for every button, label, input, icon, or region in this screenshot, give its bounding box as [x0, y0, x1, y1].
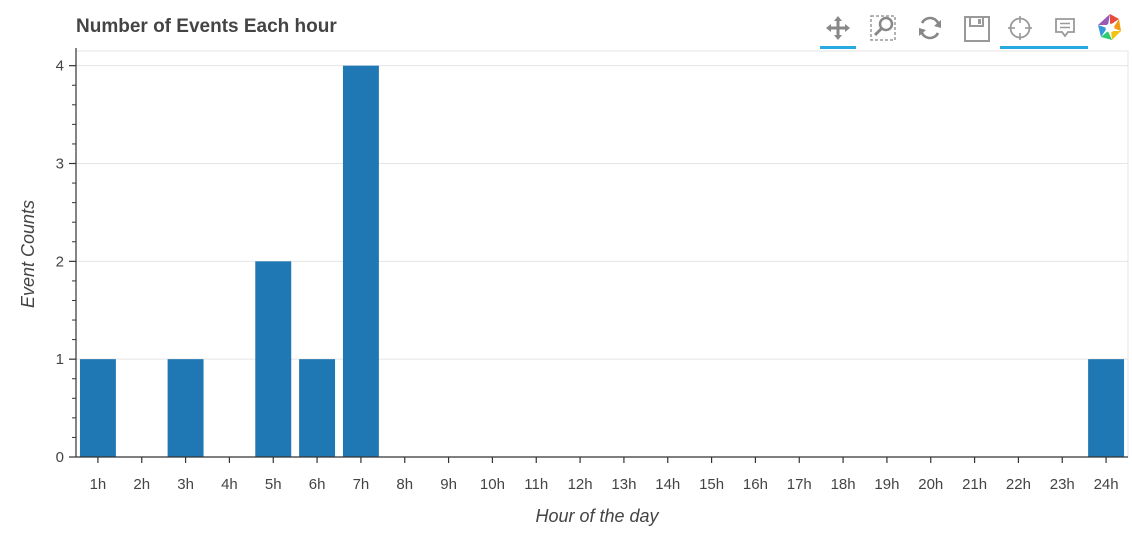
- x-tick-label-14h: 14h: [655, 476, 680, 493]
- y-axis-label: Event Counts: [18, 200, 38, 308]
- bokeh-logo-icon: [1098, 14, 1121, 40]
- x-tick-label-20h: 20h: [918, 476, 943, 493]
- x-tick-label-13h: 13h: [611, 476, 636, 493]
- save-tool[interactable]: [956, 10, 996, 50]
- x-tick-label-15h: 15h: [699, 476, 724, 493]
- hover-tool[interactable]: [1045, 10, 1085, 50]
- toolbar: [815, 10, 1130, 50]
- y-tick-label-0: 0: [56, 449, 64, 466]
- hover-icon: [1055, 18, 1075, 38]
- x-tick-label-6h: 6h: [309, 476, 326, 493]
- bar-6h[interactable]: [299, 359, 336, 457]
- x-tick-label-7h: 7h: [353, 476, 370, 493]
- bars: [79, 65, 1125, 458]
- x-tick-label-9h: 9h: [440, 476, 457, 493]
- x-tick-label-3h: 3h: [177, 476, 194, 493]
- pan-icon: [826, 16, 850, 40]
- chart-title: Number of Events Each hour: [76, 16, 337, 37]
- pan-tool[interactable]: [818, 10, 858, 50]
- x-tick-label-24h: 24h: [1094, 476, 1119, 493]
- box-zoom-icon: [870, 15, 896, 41]
- y-tick-label-2: 2: [56, 253, 64, 270]
- bokeh-logo[interactable]: [1090, 10, 1130, 50]
- crosshair-tool[interactable]: [1000, 10, 1040, 50]
- x-tick-label-12h: 12h: [568, 476, 593, 493]
- y-tick-label-3: 3: [56, 156, 64, 173]
- reset-tool[interactable]: [910, 10, 950, 50]
- axes: [69, 48, 1128, 463]
- x-tick-label-19h: 19h: [874, 476, 899, 493]
- x-tick-label-10h: 10h: [480, 476, 505, 493]
- x-tick-label-8h: 8h: [396, 476, 413, 493]
- x-tick-label-11h: 11h: [524, 476, 548, 493]
- x-tick-label-17h: 17h: [787, 476, 812, 493]
- pan-tool-active-indicator: [820, 46, 856, 49]
- inspect-tools-active-indicator: [1000, 46, 1088, 49]
- x-tick-label-2h: 2h: [133, 476, 150, 493]
- x-tick-label-5h: 5h: [265, 476, 282, 493]
- x-tick-label-21h: 21h: [962, 476, 987, 493]
- y-tick-label-4: 4: [56, 58, 64, 75]
- x-axis-label: Hour of the day: [535, 506, 659, 526]
- bar-1h[interactable]: [79, 359, 116, 457]
- plot-frame: [75, 50, 1129, 458]
- x-tick-label-16h: 16h: [743, 476, 768, 493]
- x-tick-label-1h: 1h: [90, 476, 107, 493]
- x-tick-label-23h: 23h: [1050, 476, 1075, 493]
- reset-icon: [919, 16, 941, 40]
- save-icon: [964, 16, 990, 42]
- bar-5h[interactable]: [255, 261, 292, 457]
- x-tick-label-4h: 4h: [221, 476, 238, 493]
- bar-24h[interactable]: [1088, 359, 1125, 457]
- bar-7h[interactable]: [342, 65, 379, 458]
- bar-3h[interactable]: [167, 359, 204, 457]
- x-tick-label-18h: 18h: [831, 476, 856, 493]
- box-zoom-tool[interactable]: [863, 10, 903, 50]
- crosshair-icon: [1008, 16, 1032, 40]
- y-tick-label-1: 1: [56, 351, 64, 368]
- x-tick-label-22h: 22h: [1006, 476, 1031, 493]
- grid-lines: [75, 50, 1129, 458]
- tick-labels: 0 1 2 3 4 1h 2h 3h 4h 5h 6h 7h 8h 9h 10h 11h 12h 13h 14h 15…: [56, 58, 1119, 493]
